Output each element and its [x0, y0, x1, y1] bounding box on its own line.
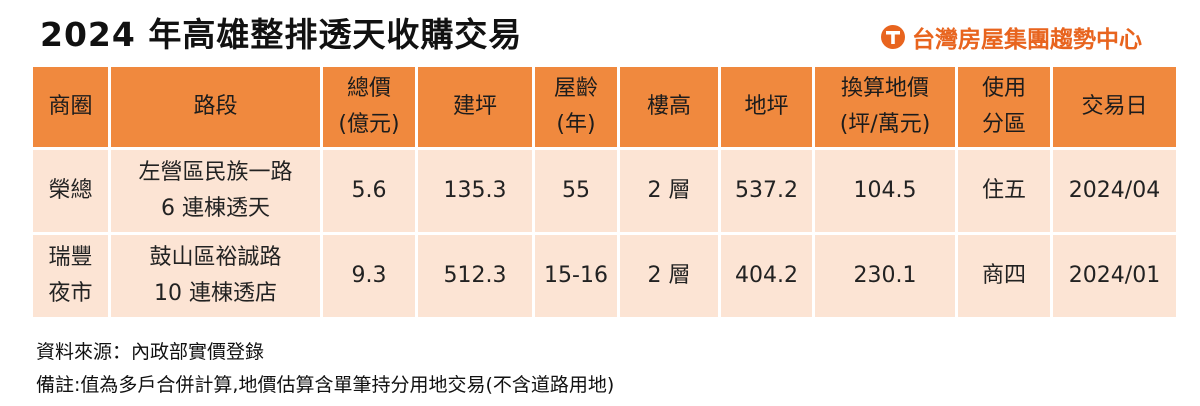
table-cell: 512.3	[415, 232, 535, 320]
table-cell: 15-16	[532, 232, 620, 320]
table-cell: 135.3	[415, 147, 535, 235]
brand: 台灣房屋集團趨勢中心	[880, 20, 1142, 54]
column-header: 地坪	[718, 64, 815, 150]
table-cell: 榮總	[30, 147, 111, 235]
column-header: 屋齡 (年)	[532, 64, 620, 150]
data-table: 商圈 路段 總價 (億元) 建坪 屋齡 (年) 樓高 地坪 換算地價 (坪/萬元) 使用 分區交…	[30, 64, 1179, 320]
table-cell: 537.2	[718, 147, 815, 235]
table-cell: 鼓山區裕誠路 10 連棟透店	[108, 232, 323, 320]
notes: 資料來源：內政部實價登錄備註:值為多戶合併計算,地價估算含單筆持分用地交易(不含…	[36, 336, 614, 402]
table-cell: 104.5	[812, 147, 958, 235]
table-row: 瑞豐 夜市 鼓山區裕誠路 10 連棟透店 9.3 512.3 15-16 2 層 404.2…	[30, 232, 1179, 320]
table-cell: 230.1	[812, 232, 958, 320]
title: 2024 年高雄整排透天收購交易	[40, 15, 523, 54]
table-cell: 2 層	[617, 232, 721, 320]
table-cell: 2024/01	[1050, 232, 1179, 320]
column-header: 交易日	[1050, 64, 1179, 150]
column-header: 樓高	[617, 64, 721, 150]
table-row: 榮總 左營區民族一路 6 連棟透天 5.6 135.3 55 2 層 537.2 104.5 住…	[30, 147, 1179, 235]
table-cell: 左營區民族一路 6 連棟透天	[108, 147, 323, 235]
table-cell: 2 層	[617, 147, 721, 235]
brand-logo	[881, 25, 905, 49]
table-cell: 55	[532, 147, 620, 235]
note: 備註:值為多戶合併計算,地價估算含單筆持分用地交易(不含道路用地)	[36, 374, 615, 396]
table-cell: 瑞豐 夜市	[30, 232, 111, 320]
note: 資料來源：內政部實價登錄	[36, 341, 265, 363]
column-header: 使用 分區	[955, 64, 1053, 150]
table-cell: 9.3	[320, 232, 418, 320]
column-header: 商圈	[30, 64, 111, 150]
table-cell: 商四	[955, 232, 1053, 320]
table-cell: 2024/04	[1050, 147, 1179, 235]
column-header: 建坪	[415, 64, 535, 150]
column-header: 總價 (億元)	[320, 64, 418, 150]
table-cell: 5.6	[320, 147, 418, 235]
header-row: 商圈 路段 總價 (億元) 建坪 屋齡 (年) 樓高 地坪 換算地價 (坪/萬元) 使用 分區交…	[30, 64, 1179, 150]
column-header: 路段	[108, 64, 323, 150]
column-header: 換算地價 (坪/萬元)	[812, 64, 958, 150]
brand-name: 台灣房屋集團趨勢中心	[912, 27, 1142, 53]
table-cell: 住五	[955, 147, 1053, 235]
table-cell: 404.2	[718, 232, 815, 320]
